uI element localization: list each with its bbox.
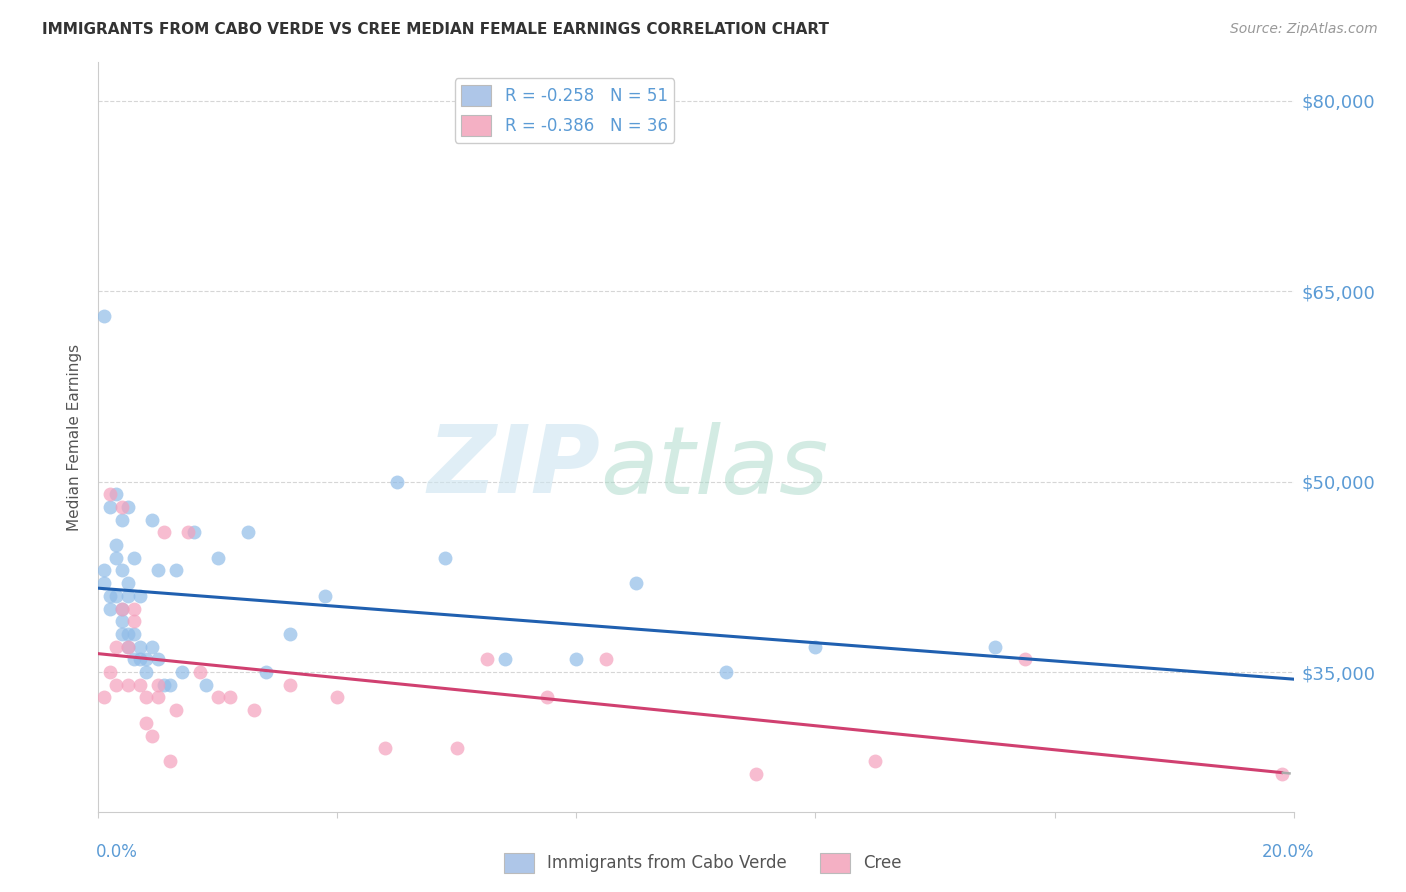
Point [207,550,229,565]
Point [159,754,181,768]
Point [129,678,152,692]
Point [236,525,259,540]
Point [148,652,170,666]
Point [105,678,128,692]
Text: Source: ZipAtlas.com: Source: ZipAtlas.com [1230,22,1378,37]
Point [124,550,146,565]
Point [195,678,218,692]
Text: atlas: atlas [600,422,828,513]
Point [93,690,115,705]
Point [105,550,128,565]
Point [111,614,134,628]
Point [135,715,157,730]
Point [165,563,187,577]
Point [124,601,146,615]
Point [111,601,134,615]
Point [148,690,170,705]
Point [188,665,211,679]
Point [141,640,163,654]
Point [475,652,498,666]
Point [117,678,139,692]
Point [315,589,337,603]
Point [278,678,301,692]
Point [117,500,139,514]
Point [111,513,134,527]
Point [565,652,588,666]
Point [183,525,205,540]
Point [124,627,146,641]
Point [177,525,200,540]
Point [98,589,122,603]
Point [745,766,768,780]
Point [105,538,128,552]
Point [98,487,122,501]
Point [129,652,152,666]
Point [434,550,457,565]
Legend: R = -0.258   N = 51, R = -0.386   N = 36: R = -0.258 N = 51, R = -0.386 N = 36 [454,78,675,143]
Point [111,563,134,577]
Point [446,741,468,756]
Point [93,310,115,324]
Point [111,500,134,514]
Point [124,614,146,628]
Point [159,678,181,692]
Point [165,703,187,717]
Point [129,640,152,654]
Point [1014,652,1036,666]
Point [135,690,157,705]
Point [111,601,134,615]
Point [153,678,176,692]
Point [93,563,115,577]
Text: ZIP: ZIP [427,421,600,513]
Point [148,678,170,692]
Point [326,690,349,705]
Text: 20.0%: 20.0% [1263,843,1315,861]
Point [117,640,139,654]
Point [117,589,139,603]
Point [111,627,134,641]
Point [595,652,617,666]
Point [254,665,277,679]
Point [105,640,128,654]
Point [141,729,163,743]
Point [105,487,128,501]
Point [207,690,229,705]
Point [714,665,737,679]
Point [865,754,887,768]
Point [98,601,122,615]
Point [626,576,648,591]
Point [1271,766,1294,780]
Point [98,500,122,514]
Legend: Immigrants from Cabo Verde, Cree: Immigrants from Cabo Verde, Cree [498,847,908,880]
Point [117,627,139,641]
Point [494,652,516,666]
Point [804,640,827,654]
Point [536,690,558,705]
Point [117,576,139,591]
Point [135,665,157,679]
Text: 0.0%: 0.0% [96,843,138,861]
Point [124,652,146,666]
Point [129,589,152,603]
Point [148,563,170,577]
Point [153,525,176,540]
Point [135,652,157,666]
Point [141,513,163,527]
Point [385,475,409,489]
Point [374,741,396,756]
Point [243,703,266,717]
Y-axis label: Median Female Earnings: Median Female Earnings [67,343,83,531]
Point [105,589,128,603]
Point [93,576,115,591]
Point [172,665,194,679]
Point [219,690,242,705]
Point [117,640,139,654]
Point [984,640,1007,654]
Text: IMMIGRANTS FROM CABO VERDE VS CREE MEDIAN FEMALE EARNINGS CORRELATION CHART: IMMIGRANTS FROM CABO VERDE VS CREE MEDIA… [42,22,830,37]
Point [98,665,122,679]
Point [278,627,301,641]
